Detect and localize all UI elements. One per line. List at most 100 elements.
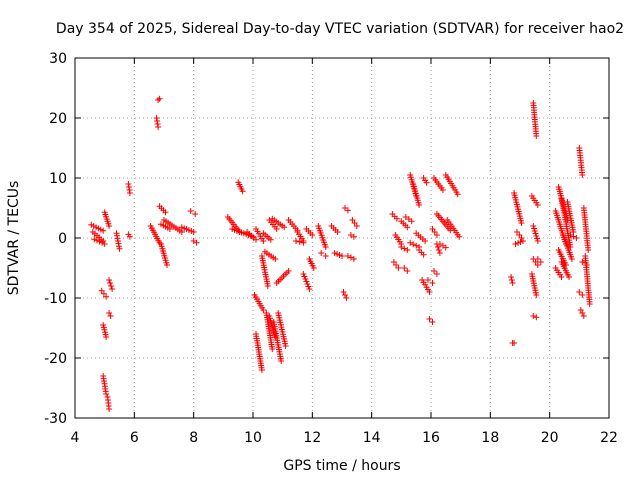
x-tick-label: 4 (71, 430, 80, 446)
y-tick-label: -30 (44, 411, 67, 427)
y-tick-labels: -30 -20 -10 0 10 20 30 (44, 51, 67, 427)
y-tick-label: -20 (44, 351, 67, 367)
data-point-series (528, 271, 540, 298)
x-tick-label: 12 (303, 430, 321, 446)
x-tick-label: 16 (422, 430, 440, 446)
data-point-series (508, 274, 516, 286)
data-point-series (158, 221, 173, 232)
data-point-series (285, 217, 301, 234)
data-point-series (419, 277, 433, 295)
data-point-series (560, 232, 575, 262)
data-point-series (425, 277, 436, 286)
data-point-series (426, 316, 436, 325)
data-point-series (431, 175, 446, 193)
y-tick-label: -10 (44, 291, 67, 307)
data-point-series (530, 223, 541, 244)
data-point-series (413, 230, 429, 244)
data-point-series (190, 238, 200, 246)
data-point-series (158, 241, 170, 268)
x-tick-label: 14 (363, 430, 381, 446)
data-point-series (580, 205, 592, 253)
data-point-series (318, 250, 329, 259)
data-point-series (558, 259, 572, 280)
x-axis-label: GPS time / hours (283, 458, 400, 474)
data-point-series (88, 221, 107, 234)
data-point-series (293, 238, 307, 246)
data-point-series (528, 193, 541, 208)
data-point-series (315, 223, 329, 250)
data-point-series (349, 217, 360, 229)
data-point-series (582, 253, 593, 307)
data-point-series (306, 256, 317, 271)
data-point-series (156, 203, 169, 216)
y-axis-label: SDTVAR / TECUs (6, 181, 22, 296)
data-point-series (340, 289, 350, 301)
data-point-series (398, 218, 411, 231)
data-point-series (235, 179, 246, 195)
data-point-series (511, 190, 525, 226)
data-point-series (303, 226, 316, 238)
y-tick-label: 30 (49, 51, 67, 67)
x-tick-labels: 4 6 8 10 12 14 16 18 20 22 (71, 430, 618, 446)
data-point-series (161, 217, 185, 235)
data-point-series (155, 95, 163, 103)
grid-lines (75, 58, 609, 418)
data-point-series (577, 307, 587, 319)
data-point-series (567, 232, 580, 241)
data-point-series (344, 253, 357, 262)
y-tick-label: 10 (49, 171, 67, 187)
data-point-series (113, 230, 123, 252)
data-point-series (390, 259, 402, 271)
data-point-series (407, 239, 423, 250)
data-point-series (576, 145, 586, 178)
data-point-series (509, 340, 518, 346)
data-point-series (153, 115, 162, 130)
data-point-series (331, 250, 345, 259)
x-tick-label: 10 (244, 430, 262, 446)
data-point-series (552, 265, 565, 280)
data-point-series (253, 331, 265, 373)
data-point-series (534, 256, 544, 265)
data-point-series (266, 313, 279, 340)
data-point-series (429, 226, 440, 238)
data-point-series (98, 287, 110, 300)
data-point-series (328, 223, 341, 235)
data-point-series (389, 211, 400, 222)
data-point-series (402, 214, 415, 225)
data-point-series (579, 259, 590, 268)
data-point-series (275, 310, 289, 349)
x-tick-label: 20 (541, 430, 559, 446)
data-point-series (398, 244, 411, 253)
data-point-series (347, 232, 357, 240)
data-point-series (187, 208, 199, 217)
data-point-series (106, 310, 114, 319)
data-points (88, 95, 593, 412)
data-point-series (125, 181, 133, 196)
data-point-series (266, 217, 280, 232)
data-point-series (514, 229, 525, 241)
data-point-series (100, 373, 110, 397)
data-point-series (401, 265, 411, 274)
data-point-series (91, 236, 108, 247)
data-point-series (244, 229, 259, 243)
data-point-series (442, 172, 461, 198)
chart-title: Day 354 of 2025, Sidereal Day-to-day VTE… (56, 21, 624, 37)
data-point-series (300, 271, 313, 292)
data-point-series (101, 209, 113, 229)
data-point-series (433, 211, 454, 234)
data-point-series (431, 268, 440, 277)
data-point-series (125, 231, 133, 240)
data-point-series (420, 175, 430, 186)
data-point-series (444, 217, 463, 240)
data-point-series (104, 394, 113, 412)
data-point-series (178, 224, 197, 235)
data-point-series (106, 277, 116, 292)
data-point-series (564, 199, 577, 235)
data-point-series (269, 215, 288, 231)
data-point-series (416, 247, 427, 258)
data-point-series (273, 268, 292, 286)
y-tick-label: 20 (49, 111, 67, 127)
x-tick-label: 6 (130, 430, 139, 446)
data-point-series (260, 230, 274, 243)
